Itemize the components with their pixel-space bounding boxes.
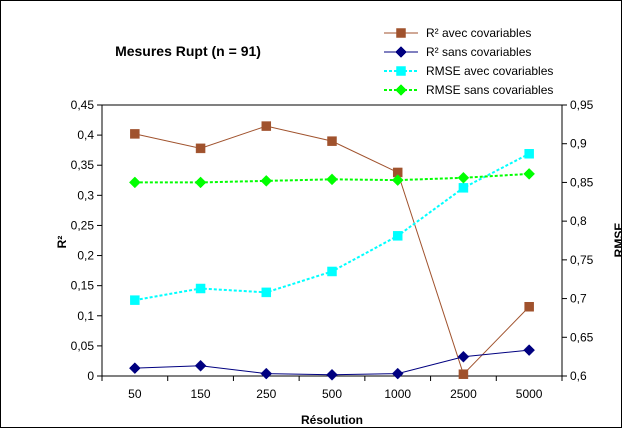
data-point [194, 359, 207, 372]
data-point [457, 350, 470, 363]
data-point [523, 344, 535, 356]
axes: 0 0,05 0,1 0,15 0,2 0,25 0,3 0,35 0,4 0,45 0,6 0,65… [71, 98, 594, 401]
data-point [457, 171, 470, 184]
plot-frame [101, 104, 563, 377]
series-rmse-avec-covariables [130, 149, 534, 305]
legend-item: R² sans covariables [384, 45, 531, 59]
legend-item: RMSE sans covariables [384, 83, 553, 97]
data-point [524, 301, 534, 312]
y2-tick-label: 0,7 [570, 292, 587, 306]
data-point [195, 143, 206, 154]
y2-tick-label: 0,75 [570, 253, 594, 267]
y2-tick-label: 0,8 [570, 214, 587, 228]
y2-tick-label: 0,95 [570, 98, 594, 112]
data-point [523, 168, 535, 180]
data-point [129, 362, 141, 375]
x-tick-label: 500 [322, 387, 342, 401]
series-rmse-sans-covariables [129, 168, 535, 189]
data-point [195, 283, 206, 294]
data-point [260, 367, 273, 380]
x-tick-label: 250 [256, 387, 276, 401]
x-tick-label: 50 [128, 387, 142, 401]
legend-label: R² sans covariables [426, 45, 531, 59]
data-point [327, 266, 337, 277]
data-point [326, 368, 338, 381]
plot-area [101, 104, 563, 377]
legend-label: RMSE sans covariables [426, 83, 553, 97]
data-point [396, 28, 406, 38]
data-point [130, 295, 140, 305]
y2-tick-label: 0,85 [570, 175, 594, 189]
y-tick-label: 0,25 [71, 218, 95, 232]
x-axis-title: Résolution [301, 413, 363, 427]
y-tick-label: 0,05 [71, 339, 95, 353]
data-point [395, 84, 407, 96]
y-tick-label: 0,1 [77, 309, 94, 323]
y-tick-label: 0,15 [71, 279, 95, 293]
legend-item: RMSE avec covariables [384, 64, 553, 78]
data-point [327, 136, 337, 146]
data-point [392, 231, 403, 241]
y-tick-label: 0,4 [77, 128, 94, 142]
data-point [458, 183, 469, 193]
data-point [130, 129, 140, 139]
legend-item: R² avec covariables [384, 26, 531, 40]
y-tick-label: 0,3 [77, 188, 94, 202]
data-point [194, 176, 207, 189]
data-point [129, 176, 141, 189]
data-point [524, 149, 534, 159]
legend-label: R² avec covariables [426, 26, 531, 40]
data-point [395, 46, 407, 58]
x-tick-label: 150 [191, 387, 211, 401]
data-point [458, 369, 469, 379]
y2-tick-label: 0,9 [570, 137, 587, 151]
chart-title: Mesures Rupt (n = 91) [115, 43, 261, 59]
data-point [391, 367, 404, 380]
x-tick-label: 1000 [384, 387, 411, 401]
data-point [261, 287, 272, 298]
data-point [261, 121, 272, 131]
y-tick-label: 0,2 [77, 249, 94, 263]
data-point [391, 174, 404, 186]
y-tick-label: 0,45 [71, 98, 95, 112]
series-r-sans-covariables [129, 344, 535, 381]
x-tick-label: 2500 [450, 387, 477, 401]
data-point [260, 175, 273, 187]
data-point [326, 173, 338, 186]
y2-tick-label: 0,65 [570, 330, 594, 344]
y-axis-title: R² [55, 236, 69, 249]
y-tick-label: 0 [87, 369, 94, 383]
series-layer [129, 121, 535, 381]
series-r-avec-covariables [130, 121, 534, 379]
y2-axis-title: RMSE [612, 223, 622, 258]
legend: R² avec covariables R² sans covariables RM… [384, 26, 553, 97]
legend-label: RMSE avec covariables [426, 64, 553, 78]
y2-tick-label: 0,6 [570, 369, 587, 383]
y-tick-label: 0,35 [71, 158, 95, 172]
x-tick-label: 5000 [516, 387, 543, 401]
data-point [396, 66, 406, 76]
